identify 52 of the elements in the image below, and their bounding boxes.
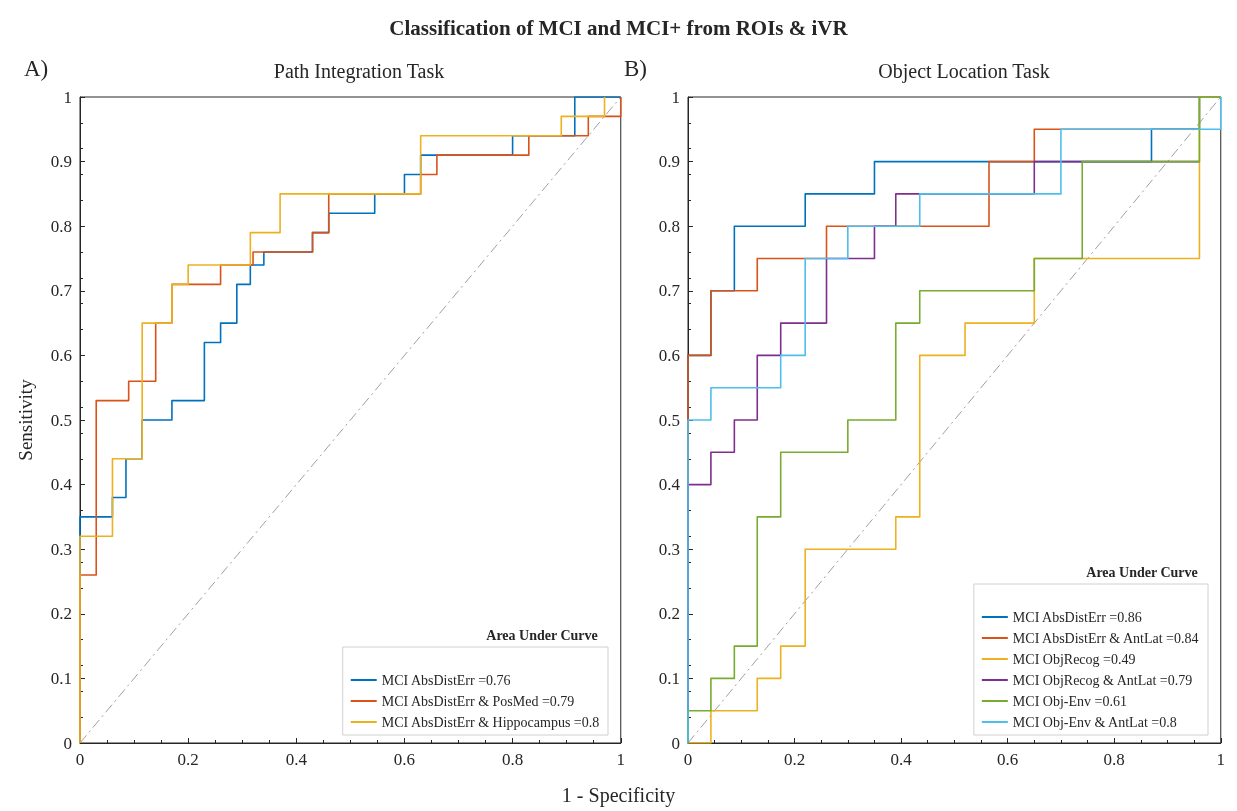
- y-tick-label: 0.4: [50, 475, 73, 495]
- x-tick-label: 0.2: [177, 750, 199, 769]
- y-tick-label: 0.1: [50, 668, 72, 688]
- legend-label: MCI AbsDistErr =0.86: [1012, 609, 1142, 625]
- y-tick-label: 1: [63, 87, 72, 107]
- legend-title: Area Under Curve: [1086, 564, 1198, 580]
- y-tick-label: 0.2: [658, 604, 680, 624]
- x-tick-label: 0.6: [393, 750, 416, 769]
- text: B): [624, 56, 647, 82]
- legend-label: MCI ObjRecog & AntLat =0.79: [1012, 672, 1193, 688]
- legend-label: MCI AbsDistErr & AntLat =0.84: [1012, 630, 1199, 646]
- legend-label: MCI AbsDistErr =0.76: [381, 672, 511, 688]
- x-tick-label: 0.8: [1103, 750, 1125, 769]
- legend-title: Area Under Curve: [486, 627, 598, 643]
- y-tick-label: 0.4: [658, 475, 681, 495]
- y-tick-label: 0.2: [50, 604, 72, 624]
- x-tick-label: 0.4: [890, 750, 913, 769]
- x-tick-label: 0: [75, 750, 85, 769]
- y-tick-label: 0.9: [658, 152, 680, 172]
- x-tick-label: 0.6: [997, 750, 1019, 769]
- x-tick-label: 0: [683, 750, 693, 769]
- y-tick-label: 0.7: [50, 281, 73, 301]
- y-tick-label: 0.8: [658, 216, 680, 236]
- y-tick-label: 0.7: [658, 281, 681, 301]
- y-tick-label: 1: [671, 87, 680, 107]
- y-tick-label: 0.8: [50, 216, 72, 236]
- y-tick-label: 0.9: [50, 152, 72, 172]
- legend-label: MCI AbsDistErr & Hippocampus =0.8: [381, 714, 600, 730]
- x-tick-label: 0.8: [501, 750, 524, 769]
- y-tick-label: 0.3: [50, 539, 72, 559]
- y-tick-label: 0.1: [658, 668, 680, 688]
- y-tick-label: 0.5: [50, 410, 72, 430]
- y-axis-title: Sensitivity: [15, 378, 36, 461]
- chart-title: Object Location Task: [878, 60, 1050, 83]
- x-tick-label: 0.4: [285, 750, 308, 769]
- legend-label: MCI ObjRecog =0.49: [1012, 651, 1136, 667]
- x-tick-label: 1: [1216, 750, 1225, 769]
- x-tick-label: 0.2: [783, 750, 806, 769]
- y-tick-label: 0: [63, 733, 72, 753]
- legend-label: MCI AbsDistErr & PosMed =0.79: [381, 693, 575, 709]
- text: Classification of MCI and MCI+ from ROIs & iVR: [388, 16, 849, 41]
- x-tick-label: 1: [616, 750, 625, 769]
- legend-label: MCI Obj-Env & AntLat =0.8: [1012, 714, 1177, 730]
- y-tick-label: 0.6: [658, 345, 680, 365]
- text: A): [24, 56, 49, 82]
- y-tick-label: 0.6: [50, 345, 72, 365]
- chart-title: Path Integration Task: [273, 60, 445, 83]
- y-tick-label: 0.3: [658, 539, 680, 559]
- x-axis-title: 1 - Specificity: [560, 784, 677, 807]
- legend-label: MCI Obj-Env =0.61: [1012, 693, 1127, 709]
- y-tick-label: 0: [671, 733, 680, 753]
- y-tick-label: 0.5: [658, 410, 680, 430]
